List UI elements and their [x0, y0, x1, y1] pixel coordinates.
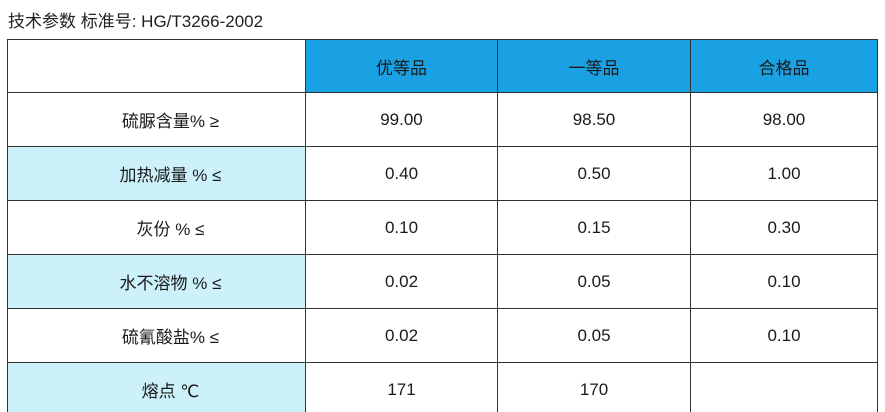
table-row-melting-point: 熔点 ℃ 171 170: [7, 362, 878, 412]
row-label: 水不溶物 % ≤: [7, 254, 306, 309]
value-cell: 0.02: [305, 308, 498, 363]
header-cell-premium-grade: 优等品: [305, 39, 498, 93]
value-cell: 0.30: [690, 200, 878, 255]
value-cell: 0.10: [690, 254, 878, 309]
value-cell: 0.10: [690, 308, 878, 363]
value-cell: 1.00: [690, 146, 878, 201]
table-row-heating-loss: 加热减量 % ≤ 0.40 0.50 1.00: [7, 146, 878, 201]
value-cell: [690, 362, 878, 412]
table-row-ash: 灰份 % ≤ 0.10 0.15 0.30: [7, 200, 878, 255]
header-cell-first-grade: 一等品: [497, 39, 691, 93]
value-cell: 0.05: [497, 308, 691, 363]
table-row-thiocyanate: 硫氰酸盐% ≤ 0.02 0.05 0.10: [7, 308, 878, 363]
value-cell: 0.10: [305, 200, 498, 255]
table-row-water-insoluble: 水不溶物 % ≤ 0.02 0.05 0.10: [7, 254, 878, 309]
value-cell: 170: [497, 362, 691, 412]
value-cell: 0.05: [497, 254, 691, 309]
table-header-row: 优等品 一等品 合格品: [7, 39, 878, 93]
header-cell-empty: [7, 39, 306, 93]
row-label: 硫氰酸盐% ≤: [7, 308, 306, 363]
value-cell: 0.50: [497, 146, 691, 201]
value-cell: 171: [305, 362, 498, 412]
table-row-thiourea-content: 硫脲含量% ≥ 99.00 98.50 98.00: [7, 92, 878, 147]
value-cell: 99.00: [305, 92, 498, 147]
value-cell: 98.00: [690, 92, 878, 147]
row-label: 熔点 ℃: [7, 362, 306, 412]
row-label: 硫脲含量% ≥: [7, 92, 306, 147]
spec-table: 优等品 一等品 合格品 硫脲含量% ≥ 99.00 98.50 98.00 加热…: [7, 39, 878, 412]
value-cell: 98.50: [497, 92, 691, 147]
row-label: 灰份 % ≤: [7, 200, 306, 255]
row-label: 加热减量 % ≤: [7, 146, 306, 201]
value-cell: 0.15: [497, 200, 691, 255]
value-cell: 0.40: [305, 146, 498, 201]
value-cell: 0.02: [305, 254, 498, 309]
header-cell-qualified-grade: 合格品: [690, 39, 878, 93]
page-title: 技术参数 标准号: HG/T3266-2002: [8, 12, 264, 31]
